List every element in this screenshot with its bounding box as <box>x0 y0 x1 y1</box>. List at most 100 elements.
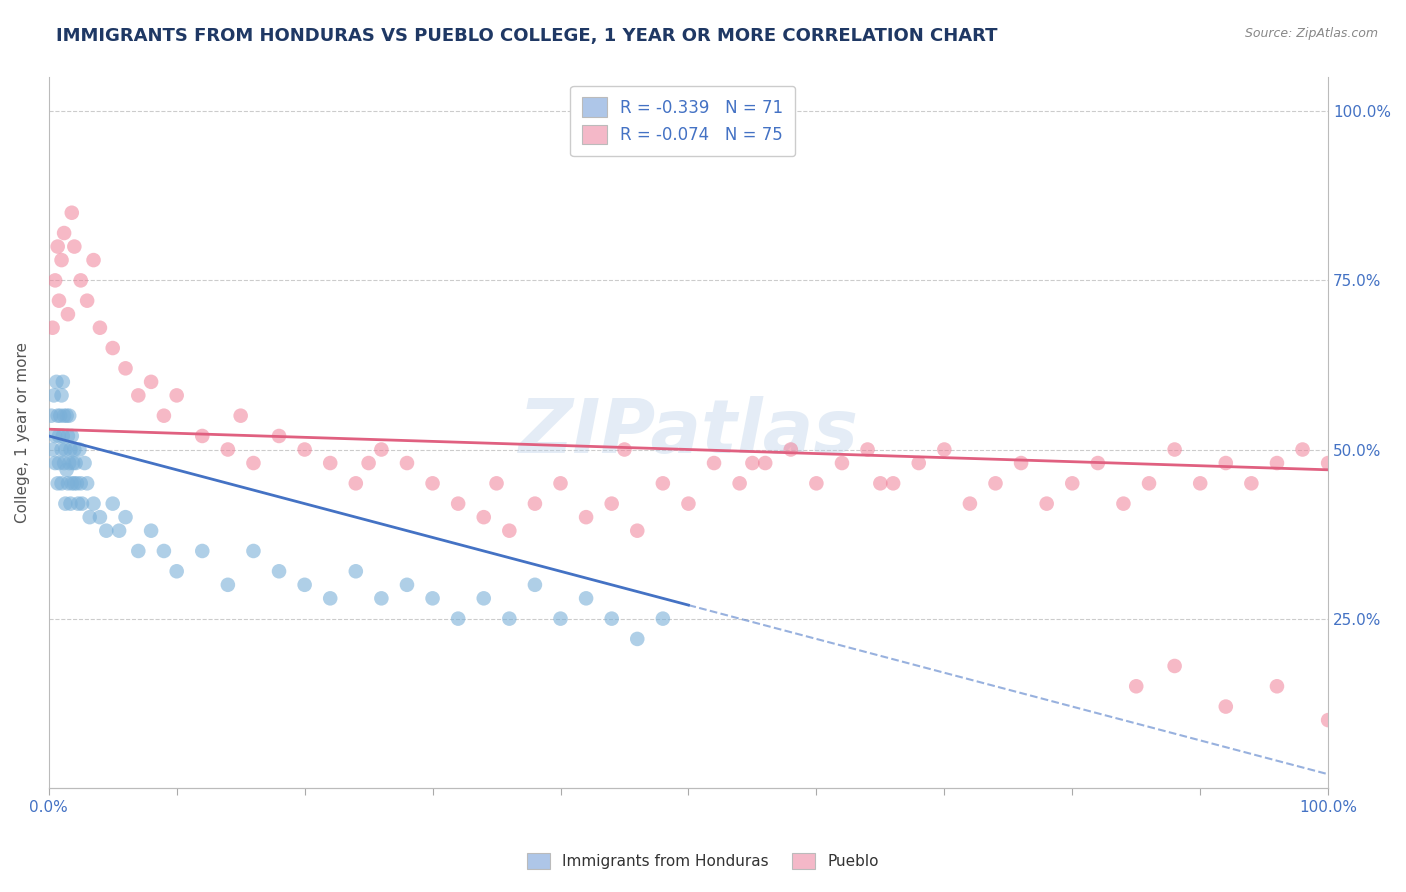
Point <box>869 476 891 491</box>
Point <box>51 253 73 268</box>
Point <box>101 497 124 511</box>
Point <box>703 456 725 470</box>
Point <box>73 456 96 470</box>
Point <box>67 497 90 511</box>
Point <box>45 375 67 389</box>
Point <box>139 375 162 389</box>
Point <box>69 476 91 491</box>
Point <box>44 429 66 443</box>
Point <box>422 591 444 606</box>
Point <box>60 429 83 443</box>
Point <box>83 253 105 268</box>
Point <box>56 307 79 321</box>
Y-axis label: College, 1 year or more: College, 1 year or more <box>15 343 30 523</box>
Point <box>741 456 763 470</box>
Point <box>96 524 118 538</box>
Point <box>62 456 84 470</box>
Point <box>856 442 879 457</box>
Point <box>53 409 76 423</box>
Point <box>472 591 495 606</box>
Point <box>1163 659 1185 673</box>
Point <box>472 510 495 524</box>
Point <box>46 476 69 491</box>
Point <box>55 442 77 457</box>
Point <box>626 632 648 646</box>
Point <box>806 476 828 491</box>
Point <box>166 564 188 578</box>
Point <box>55 497 77 511</box>
Point <box>498 524 520 538</box>
Point <box>44 273 66 287</box>
Point <box>395 578 418 592</box>
Point <box>76 293 98 308</box>
Point <box>127 544 149 558</box>
Point <box>344 564 367 578</box>
Point <box>76 476 98 491</box>
Point <box>267 429 290 443</box>
Point <box>319 456 342 470</box>
Point <box>575 510 598 524</box>
Point <box>1125 679 1147 693</box>
Point <box>678 497 700 511</box>
Point <box>42 388 65 402</box>
Point <box>114 510 136 524</box>
Point <box>1112 497 1135 511</box>
Point <box>49 409 72 423</box>
Point <box>1087 456 1109 470</box>
Point <box>139 524 162 538</box>
Point <box>523 497 546 511</box>
Point <box>46 239 69 253</box>
Point <box>191 429 214 443</box>
Point <box>370 442 392 457</box>
Point <box>59 497 82 511</box>
Point <box>108 524 131 538</box>
Point <box>114 361 136 376</box>
Point <box>60 476 83 491</box>
Point <box>46 409 69 423</box>
Point <box>79 510 101 524</box>
Point <box>1137 476 1160 491</box>
Point <box>48 429 70 443</box>
Point <box>523 578 546 592</box>
Point <box>613 442 636 457</box>
Point <box>357 456 380 470</box>
Point <box>229 409 252 423</box>
Point <box>56 476 79 491</box>
Point <box>48 456 70 470</box>
Point <box>41 320 63 334</box>
Point <box>52 429 75 443</box>
Point <box>58 456 80 470</box>
Point <box>1163 442 1185 457</box>
Point <box>934 442 956 457</box>
Point <box>1317 456 1340 470</box>
Legend: Immigrants from Honduras, Pueblo: Immigrants from Honduras, Pueblo <box>522 847 884 875</box>
Point <box>51 388 73 402</box>
Point <box>70 497 93 511</box>
Point <box>83 497 105 511</box>
Point <box>65 456 87 470</box>
Point <box>52 375 75 389</box>
Text: IMMIGRANTS FROM HONDURAS VS PUEBLO COLLEGE, 1 YEAR OR MORE CORRELATION CHART: IMMIGRANTS FROM HONDURAS VS PUEBLO COLLE… <box>56 27 998 45</box>
Point <box>267 564 290 578</box>
Point <box>55 463 77 477</box>
Point <box>370 591 392 606</box>
Point <box>959 497 981 511</box>
Point <box>56 429 79 443</box>
Point <box>53 226 76 240</box>
Point <box>754 456 776 470</box>
Point <box>779 442 801 457</box>
Point <box>1010 456 1032 470</box>
Point <box>39 409 62 423</box>
Point <box>217 578 239 592</box>
Point <box>101 341 124 355</box>
Point <box>550 612 572 626</box>
Point <box>89 320 111 334</box>
Point <box>153 544 176 558</box>
Point <box>651 612 673 626</box>
Legend: R = -0.339   N = 71, R = -0.074   N = 75: R = -0.339 N = 71, R = -0.074 N = 75 <box>571 86 796 156</box>
Point <box>153 409 176 423</box>
Point <box>63 476 86 491</box>
Point <box>575 591 598 606</box>
Point <box>422 476 444 491</box>
Point <box>69 442 91 457</box>
